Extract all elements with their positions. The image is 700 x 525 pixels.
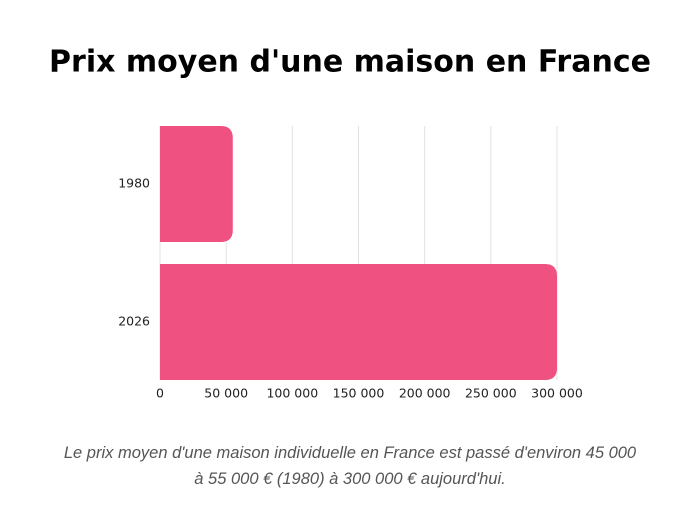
bar bbox=[160, 126, 233, 242]
caption: Le prix moyen d'une maison individuelle … bbox=[63, 444, 637, 488]
x-tick-label: 0 bbox=[156, 386, 164, 401]
x-tick-label: 300 000 bbox=[531, 386, 583, 401]
x-tick-label: 50 000 bbox=[204, 386, 248, 401]
x-tick-label: 150 000 bbox=[333, 386, 385, 401]
y-tick-label: 1980 bbox=[118, 176, 150, 191]
y-tick-label: 2026 bbox=[118, 314, 150, 329]
chart-title: Prix moyen d'une maison en France bbox=[49, 45, 651, 80]
bar bbox=[160, 264, 557, 380]
chart: Prix moyen d'une maison en France 0 50 00… bbox=[49, 45, 651, 401]
x-tick-label: 200 000 bbox=[399, 386, 451, 401]
x-tick-label: 250 000 bbox=[465, 386, 517, 401]
x-tick-label: 100 000 bbox=[266, 386, 318, 401]
